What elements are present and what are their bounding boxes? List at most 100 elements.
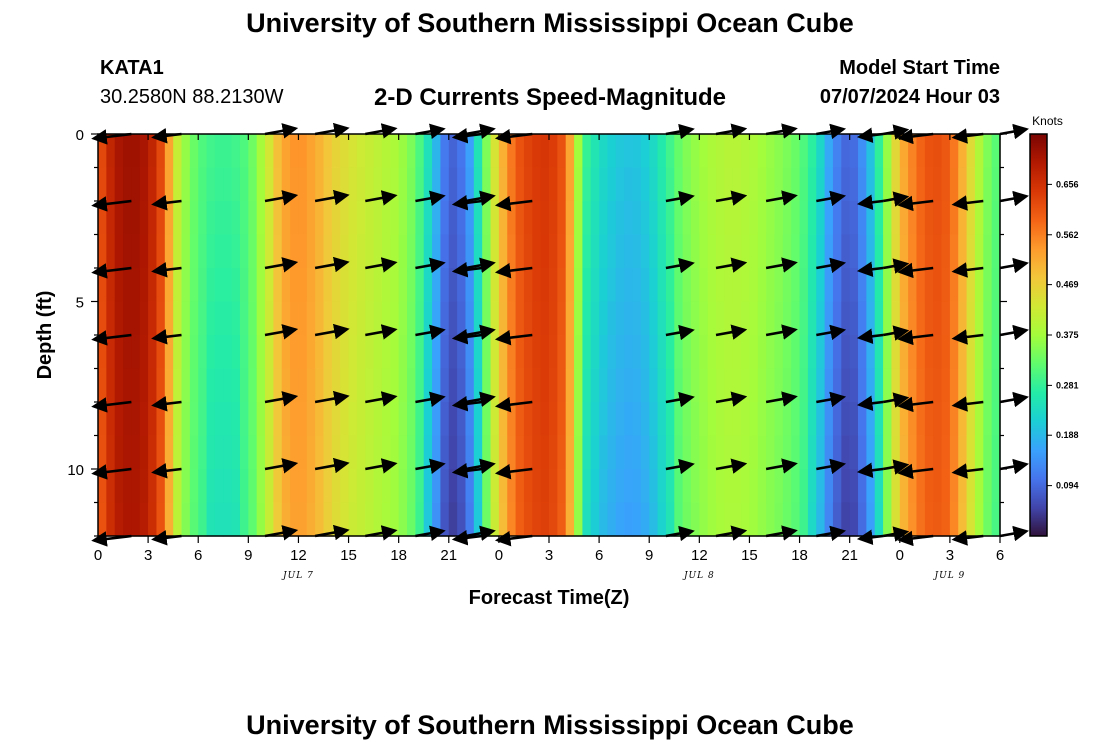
heatmap-cell — [858, 368, 867, 403]
heatmap-cell — [983, 167, 993, 202]
heatmap-cell — [306, 234, 316, 269]
current-arrow — [715, 190, 748, 206]
heatmap-cell — [991, 301, 1001, 336]
heatmap-cell — [273, 335, 283, 370]
heatmap-cell — [265, 268, 274, 303]
heatmap-cell — [632, 435, 642, 470]
heatmap-cell — [724, 167, 734, 202]
heatmap-cell — [106, 167, 116, 202]
heatmap-cell — [131, 201, 141, 236]
heatmap-cell — [256, 335, 266, 370]
heatmap-cell — [724, 502, 734, 537]
heatmap-cell — [465, 201, 475, 236]
heatmap-cell — [766, 268, 776, 303]
heatmap-cell — [432, 502, 442, 537]
heatmap-cell — [565, 167, 575, 202]
heatmap-cell — [315, 167, 325, 202]
heatmap-cell — [916, 268, 926, 303]
heatmap-cell — [657, 167, 667, 202]
colorbar-tick-label: 0.562 — [1056, 230, 1079, 240]
heatmap-cell — [206, 301, 216, 336]
heatmap-cell — [356, 435, 366, 470]
heatmap-cell — [741, 368, 751, 403]
y-tick-label: 0 — [76, 127, 84, 144]
heatmap-cell — [373, 167, 383, 202]
heatmap-cell — [490, 502, 500, 537]
heatmap-cell — [924, 201, 934, 236]
heatmap-cell — [523, 268, 533, 303]
current-arrow — [264, 123, 299, 139]
heatmap-cell — [866, 201, 876, 236]
heatmap-cell — [924, 402, 934, 437]
heatmap-cell — [732, 234, 742, 269]
heatmap-cell — [223, 469, 233, 504]
current-arrow — [715, 257, 748, 273]
heatmap-cell — [774, 301, 784, 336]
heatmap-cell — [574, 167, 584, 202]
heatmap-cell — [974, 201, 984, 236]
heatmap-cell — [599, 234, 609, 269]
heatmap-cell — [724, 368, 734, 403]
heatmap-cell — [958, 234, 968, 269]
heatmap-cell — [298, 268, 308, 303]
heatmap-cell — [473, 335, 483, 370]
current-arrow — [264, 391, 299, 407]
heatmap-cell — [732, 335, 742, 370]
heatmap-cell — [799, 201, 809, 236]
heatmap-cell — [148, 167, 158, 202]
heatmap-cell — [741, 134, 751, 169]
heatmap-cell — [866, 167, 876, 202]
heatmap-cell — [298, 134, 308, 169]
heatmap-cell — [164, 335, 174, 370]
heatmap-cell — [983, 435, 993, 470]
heatmap-cell — [991, 167, 1001, 202]
heatmap-cell — [290, 469, 300, 504]
heatmap-cell — [415, 268, 425, 303]
heatmap-cell — [582, 435, 592, 470]
heatmap-cell — [657, 469, 667, 504]
heatmap-cell — [348, 234, 358, 269]
heatmap-cell — [883, 435, 893, 470]
heatmap-cell — [849, 435, 859, 470]
heatmap-cell — [173, 402, 183, 437]
current-arrow — [765, 123, 798, 139]
heatmap-cell — [507, 469, 517, 504]
heatmap-cell — [490, 134, 500, 169]
heatmap-cell — [473, 502, 483, 537]
heatmap-cell — [390, 402, 400, 437]
heatmap-cell — [791, 268, 801, 303]
heatmap-cell — [181, 234, 191, 269]
heatmap-cell — [774, 268, 784, 303]
heatmap-cell — [590, 234, 600, 269]
heatmap-cell — [523, 502, 533, 537]
heatmap-cell — [515, 167, 525, 202]
heatmap-cell — [398, 469, 408, 504]
heatmap-cell — [849, 167, 859, 202]
heatmap-cell — [849, 402, 859, 437]
heatmap-cell — [941, 301, 951, 336]
heatmap-cell — [749, 268, 759, 303]
heatmap-cell — [632, 167, 642, 202]
heatmap-cell — [390, 469, 400, 504]
heatmap-cell — [123, 335, 133, 370]
heatmap-cell — [198, 301, 208, 336]
heatmap-cell — [849, 201, 859, 236]
heatmap-cell — [106, 201, 116, 236]
heatmap-cell — [699, 134, 709, 169]
heatmap-cell — [381, 502, 391, 537]
heatmap-cell — [457, 469, 467, 504]
heatmap-cell — [256, 502, 266, 537]
heatmap-cell — [699, 167, 709, 202]
heatmap-cell — [557, 402, 567, 437]
heatmap-cell — [173, 335, 183, 370]
heatmap-cell — [248, 469, 258, 504]
heatmap-cell — [223, 201, 233, 236]
heatmap-cell — [156, 201, 166, 236]
heatmap-cell — [507, 167, 517, 202]
heatmap-cell — [799, 435, 809, 470]
heatmap-cell — [791, 469, 801, 504]
heatmap-cell — [490, 301, 500, 336]
heatmap-cell — [858, 435, 867, 470]
heatmap-cell — [290, 301, 300, 336]
heatmap-cell — [306, 402, 316, 437]
